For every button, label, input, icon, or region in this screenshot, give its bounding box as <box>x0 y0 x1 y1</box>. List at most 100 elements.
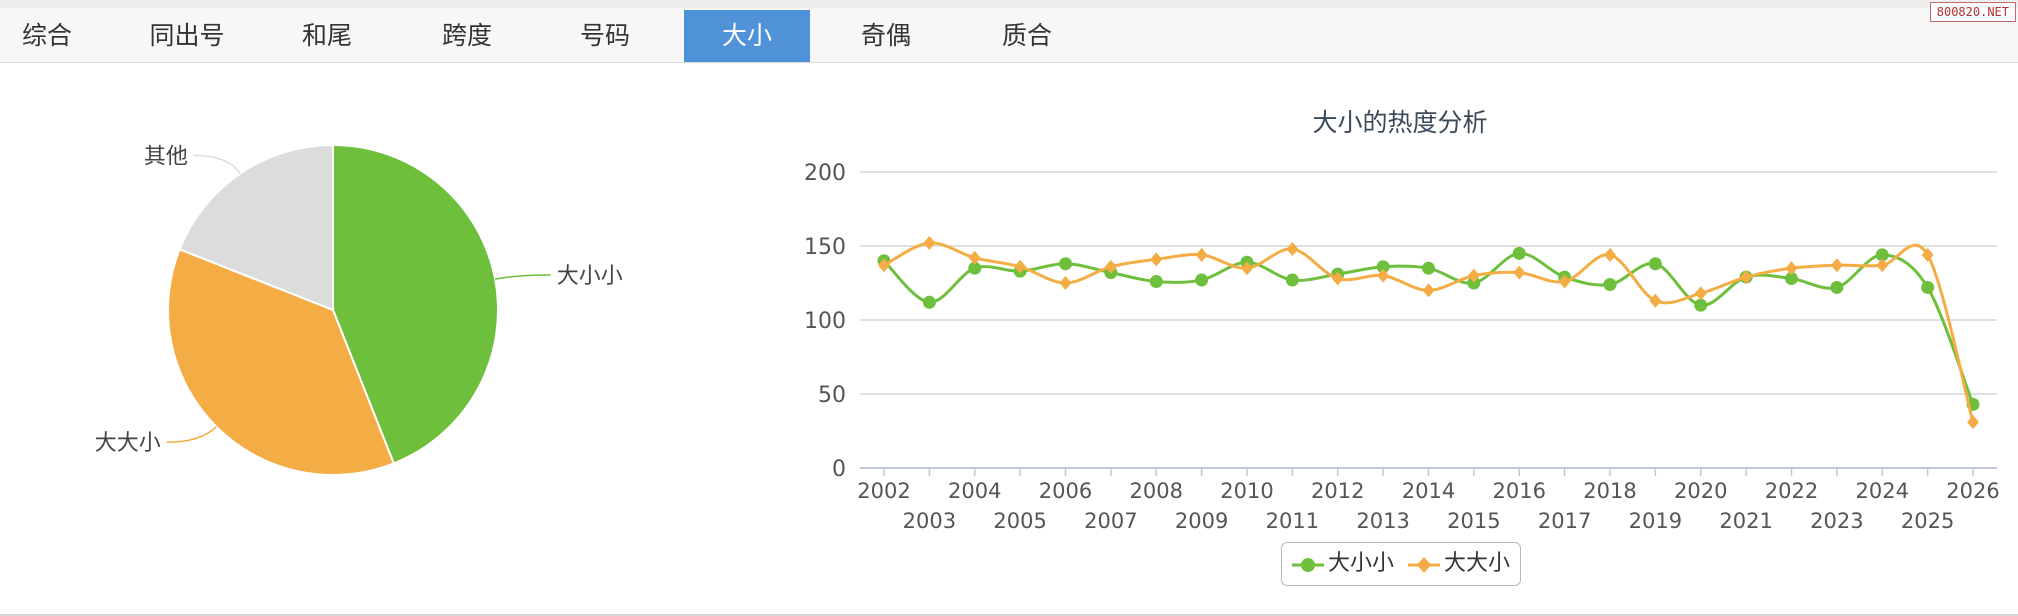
pie-label-connector <box>494 274 551 280</box>
data-point[interactable] <box>1149 275 1163 289</box>
x-tick-label: 2024 <box>1856 479 1909 503</box>
data-point[interactable] <box>1285 273 1299 287</box>
legend-label-daxiaoxiao[interactable]: 大小小 <box>1328 551 1395 576</box>
data-point[interactable] <box>1195 247 1208 262</box>
tab-tongchuhao[interactable]: 同出号 <box>149 21 225 50</box>
x-tick-label: 2010 <box>1220 479 1273 503</box>
x-tick-label: 2022 <box>1765 479 1818 503</box>
pie-label-connector <box>193 154 241 174</box>
x-tick-label: 2026 <box>1946 479 1999 503</box>
x-tick-label: 2013 <box>1356 509 1409 533</box>
bottom-divider <box>0 614 2018 616</box>
data-point[interactable] <box>1150 252 1163 267</box>
data-point[interactable] <box>1875 248 1889 262</box>
line-chart: 大小的热度分析 0 50 100 150 200 2002 2003 2004 2005 2006 2… <box>804 108 2000 533</box>
data-point[interactable] <box>1694 298 1708 312</box>
tab-haoma[interactable]: 号码 <box>579 21 630 50</box>
pie-slice-label: 其他 <box>144 144 188 169</box>
data-point[interactable] <box>1921 280 1935 294</box>
watermark-logo: 800820.NET <box>1929 2 2016 22</box>
pie-slice[interactable] <box>332 143 499 465</box>
data-point[interactable] <box>1059 257 1072 271</box>
tab-bar: 综合 同出号 和尾 跨度 号码 大小 奇偶 质合 <box>0 8 2018 63</box>
pie-slice-label: 大大小 <box>95 431 161 456</box>
data-point[interactable] <box>1512 246 1526 260</box>
tab-jiou[interactable]: 奇偶 <box>860 21 911 50</box>
data-point[interactable] <box>1648 257 1662 271</box>
data-point[interactable] <box>1331 271 1344 286</box>
x-tick-label: 2007 <box>1084 509 1137 533</box>
x-tick-label: 2017 <box>1538 509 1591 533</box>
y-tick-label: 200 <box>804 161 846 186</box>
pie-slice[interactable] <box>178 143 334 312</box>
chart-title: 大小的热度分析 <box>1312 108 1487 137</box>
data-point[interactable] <box>1830 258 1843 273</box>
legend-label-dadaxiao[interactable]: 大大小 <box>1444 551 1511 576</box>
x-tick-label: 2011 <box>1266 509 1319 533</box>
pie-slice-label: 大小小 <box>557 264 623 289</box>
data-point[interactable] <box>1830 280 1844 294</box>
data-point[interactable] <box>1422 261 1435 275</box>
data-point[interactable] <box>1422 283 1435 298</box>
data-point[interactable] <box>1603 277 1617 291</box>
x-tick-label: 2021 <box>1719 509 1772 533</box>
x-tick-label: 2006 <box>1039 479 1092 503</box>
x-tick-label: 2004 <box>948 479 1001 503</box>
chart-legend: 大小小 大大小 <box>1281 542 1521 586</box>
data-point[interactable] <box>922 295 936 309</box>
x-tick-label: 2003 <box>903 509 956 533</box>
x-tick-label: 2009 <box>1175 509 1228 533</box>
x-tick-label: 2005 <box>993 509 1046 533</box>
pie-label-connector <box>166 426 217 443</box>
data-point[interactable] <box>1467 268 1480 283</box>
data-point[interactable] <box>1785 261 1798 276</box>
data-point[interactable] <box>1195 273 1209 287</box>
legend-marker-circle-icon <box>1292 558 1324 572</box>
y-tick-label: 0 <box>832 457 846 482</box>
data-point[interactable] <box>1241 261 1253 276</box>
data-point[interactable] <box>1059 276 1072 290</box>
tab-kuadu[interactable]: 跨度 <box>441 21 492 50</box>
x-tick-label: 2020 <box>1674 479 1727 503</box>
data-point[interactable] <box>1694 286 1707 301</box>
data-point[interactable] <box>1467 276 1481 290</box>
x-tick-label: 2008 <box>1130 479 1183 503</box>
x-tick-label: 2016 <box>1493 479 1546 503</box>
data-point[interactable] <box>1286 241 1299 256</box>
x-tick-label: 2025 <box>1901 509 1954 533</box>
data-point[interactable] <box>923 236 936 251</box>
y-tick-label: 150 <box>804 235 846 260</box>
data-point[interactable] <box>1785 272 1798 286</box>
x-tick-label: 2023 <box>1810 509 1863 533</box>
data-point[interactable] <box>1376 260 1390 274</box>
data-point[interactable] <box>878 258 890 273</box>
data-point[interactable] <box>1649 293 1662 308</box>
x-tick-label: 2014 <box>1402 479 1455 503</box>
data-point[interactable] <box>968 250 981 265</box>
data-point[interactable] <box>1921 247 1934 262</box>
data-point[interactable] <box>1377 268 1390 283</box>
tab-hewei[interactable]: 和尾 <box>301 21 352 50</box>
data-point[interactable] <box>1740 270 1753 285</box>
data-point[interactable] <box>1876 258 1889 273</box>
y-tick-label: 50 <box>818 383 846 408</box>
data-point[interactable] <box>1104 259 1117 274</box>
series-line <box>882 251 1975 405</box>
x-tick-label: 2018 <box>1583 479 1636 503</box>
data-point[interactable] <box>1014 259 1027 274</box>
data-point[interactable] <box>968 261 982 275</box>
tab-daxiao[interactable]: 大小 <box>684 10 810 62</box>
data-point[interactable] <box>1513 265 1526 280</box>
y-tick-label: 100 <box>804 309 846 334</box>
legend-marker-diamond-icon <box>1408 557 1440 573</box>
data-point[interactable] <box>1967 415 1979 430</box>
data-point[interactable] <box>1558 274 1571 289</box>
data-point[interactable] <box>1604 247 1616 262</box>
x-tick-label: 2002 <box>857 479 910 503</box>
tab-zonghe[interactable]: 综合 <box>21 21 72 50</box>
x-tick-label: 2019 <box>1629 509 1682 533</box>
x-tick-label: 2015 <box>1447 509 1500 533</box>
tab-zhihe[interactable]: 质合 <box>1001 21 1052 50</box>
x-tick-label: 2012 <box>1311 479 1364 503</box>
